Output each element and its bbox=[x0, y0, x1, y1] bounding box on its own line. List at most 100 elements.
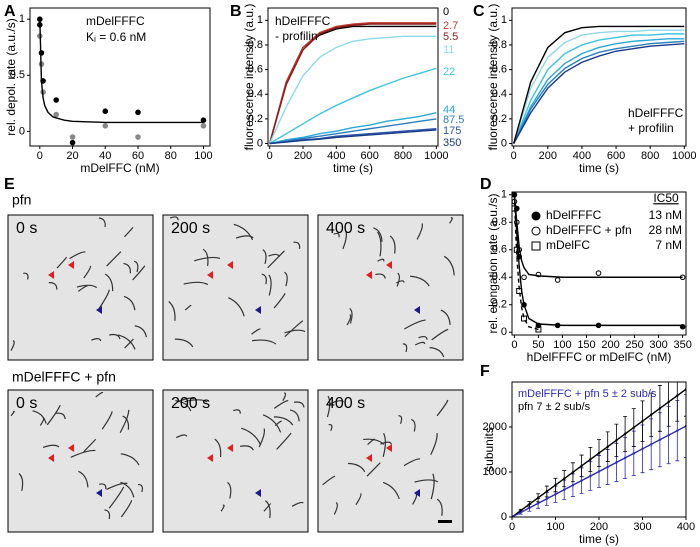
arrowhead bbox=[96, 489, 102, 497]
filament bbox=[382, 481, 400, 500]
y-axis-label: fluorescence intensity (a.u.) bbox=[242, 4, 256, 151]
arrowhead bbox=[48, 271, 54, 279]
y-tick-label: 0 bbox=[257, 137, 263, 149]
series-line bbox=[269, 118, 437, 145]
filament bbox=[284, 271, 288, 287]
filament bbox=[414, 479, 439, 483]
frame-time: 0 s bbox=[16, 395, 37, 412]
filament bbox=[264, 500, 271, 519]
marker bbox=[521, 274, 527, 281]
x-tick-label: 800 bbox=[394, 150, 412, 162]
legend-label: hDelFFFC bbox=[546, 208, 602, 222]
legend-value: 7 nM bbox=[655, 238, 682, 252]
filament bbox=[267, 250, 285, 269]
x-tick-label: 1000 bbox=[672, 150, 696, 162]
legend-value: 13 nM bbox=[649, 208, 682, 222]
marker bbox=[69, 139, 76, 146]
series-line bbox=[512, 425, 686, 517]
filament bbox=[273, 292, 286, 309]
micrograph bbox=[162, 389, 309, 533]
x-tick-label: 400 bbox=[327, 150, 345, 162]
filament bbox=[377, 258, 385, 262]
filament bbox=[108, 486, 125, 509]
filament bbox=[329, 400, 344, 405]
micrograph bbox=[162, 214, 309, 361]
arrowhead bbox=[414, 306, 420, 314]
series-line bbox=[268, 25, 437, 144]
y-tick-label: 0 bbox=[501, 511, 507, 523]
x-tick-label: 1000 bbox=[424, 150, 448, 162]
filament bbox=[404, 319, 426, 330]
y-tick-label: 0.2 bbox=[492, 113, 507, 125]
filament bbox=[326, 395, 331, 418]
legend-label: 350 bbox=[443, 137, 461, 149]
legend-label: 5.5 bbox=[443, 31, 458, 43]
filament bbox=[342, 229, 347, 250]
y-tick-label: 1 bbox=[19, 13, 25, 25]
series-line bbox=[513, 25, 685, 144]
annotation: mDelFFFC bbox=[86, 14, 145, 28]
legend-label: 22 bbox=[443, 66, 455, 78]
legend-marker bbox=[531, 226, 541, 236]
filament bbox=[175, 400, 192, 412]
filament bbox=[214, 438, 222, 458]
filament bbox=[98, 289, 110, 309]
filament bbox=[83, 265, 92, 279]
arrowhead bbox=[96, 306, 102, 314]
filament bbox=[132, 265, 146, 281]
filament bbox=[168, 301, 176, 321]
filament bbox=[134, 325, 148, 338]
marker bbox=[102, 108, 109, 115]
filament bbox=[23, 272, 29, 280]
filament bbox=[227, 481, 232, 499]
filament bbox=[240, 445, 254, 451]
annotation: Kᵢ = 0.6 nM bbox=[86, 30, 146, 44]
filament bbox=[284, 329, 306, 334]
x-tick-label: 800 bbox=[641, 150, 659, 162]
x-tick-label: 80 bbox=[165, 150, 177, 162]
filament bbox=[228, 297, 245, 317]
arrowhead bbox=[207, 454, 213, 462]
filament bbox=[373, 227, 383, 242]
filament bbox=[440, 309, 451, 325]
series-line bbox=[513, 194, 683, 278]
filament bbox=[119, 409, 130, 433]
arrowhead bbox=[255, 489, 261, 497]
x-tick-label: 600 bbox=[360, 150, 378, 162]
filament bbox=[99, 483, 107, 489]
filament bbox=[333, 232, 340, 238]
panel-letter: E bbox=[4, 176, 15, 193]
filament bbox=[411, 418, 416, 432]
y-tick-label: 1 bbox=[501, 14, 507, 26]
y-axis-label: rel. elongation rate (a.u./s) bbox=[486, 193, 500, 333]
legend-label: 0 bbox=[443, 6, 449, 18]
y-tick-label: 0.8 bbox=[492, 216, 507, 228]
x-tick-label: 60 bbox=[132, 150, 144, 162]
plot-frame bbox=[29, 7, 211, 147]
filament bbox=[169, 216, 179, 221]
x-tick-label: 50 bbox=[532, 339, 544, 351]
series-line bbox=[269, 67, 437, 145]
filament bbox=[104, 509, 111, 520]
micrograph bbox=[317, 214, 464, 361]
series-line bbox=[39, 19, 204, 124]
filament bbox=[123, 262, 131, 274]
filament bbox=[398, 415, 403, 424]
x-tick-label: 300 bbox=[649, 339, 667, 351]
filament bbox=[251, 339, 277, 345]
filament bbox=[109, 333, 121, 340]
filament bbox=[396, 272, 401, 287]
filament bbox=[122, 415, 130, 430]
filament bbox=[251, 328, 261, 335]
x-tick-label: 40 bbox=[99, 150, 111, 162]
filament bbox=[48, 282, 58, 290]
filament bbox=[410, 275, 430, 287]
x-axis-label: hDelFFFC or mDelFC (nM) bbox=[527, 350, 672, 364]
arrowhead bbox=[48, 454, 54, 462]
x-tick-label: 20 bbox=[66, 150, 78, 162]
scale-bar bbox=[438, 520, 452, 523]
x-tick-label: 600 bbox=[607, 150, 625, 162]
filament bbox=[416, 223, 423, 240]
filament bbox=[124, 338, 134, 349]
